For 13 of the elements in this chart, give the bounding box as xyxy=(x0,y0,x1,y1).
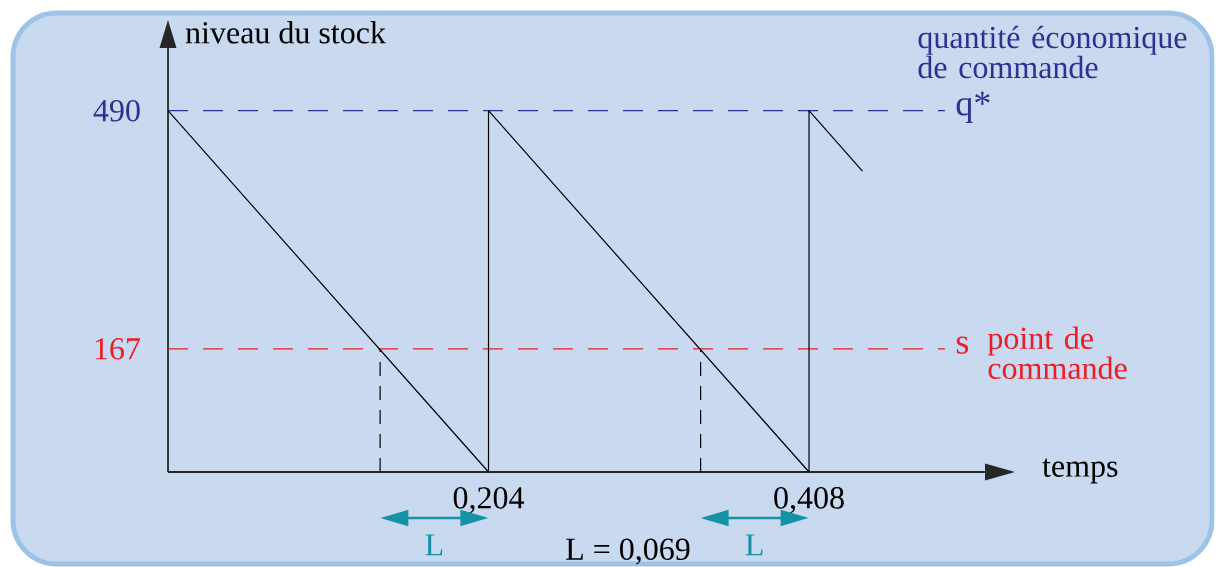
text: L = 0,069 xyxy=(566,538,690,565)
x-axis-title: temps xyxy=(1042,458,1118,484)
x-tick-label: 0,408 xyxy=(774,487,844,514)
y-tick-label: 490 xyxy=(93,99,140,122)
text: L xyxy=(425,534,443,556)
y-tick-label: 167 xyxy=(95,338,141,360)
y-axis-title: niveau du stock xyxy=(185,21,386,44)
ref-line-label: q* xyxy=(956,91,990,123)
annotation: quantité économique de commande xyxy=(918,25,1187,79)
text: point de commande xyxy=(987,326,1127,380)
x-tick-label: 0,204 xyxy=(453,487,525,514)
ref-line-label: s xyxy=(956,336,969,354)
text: L xyxy=(745,534,763,556)
